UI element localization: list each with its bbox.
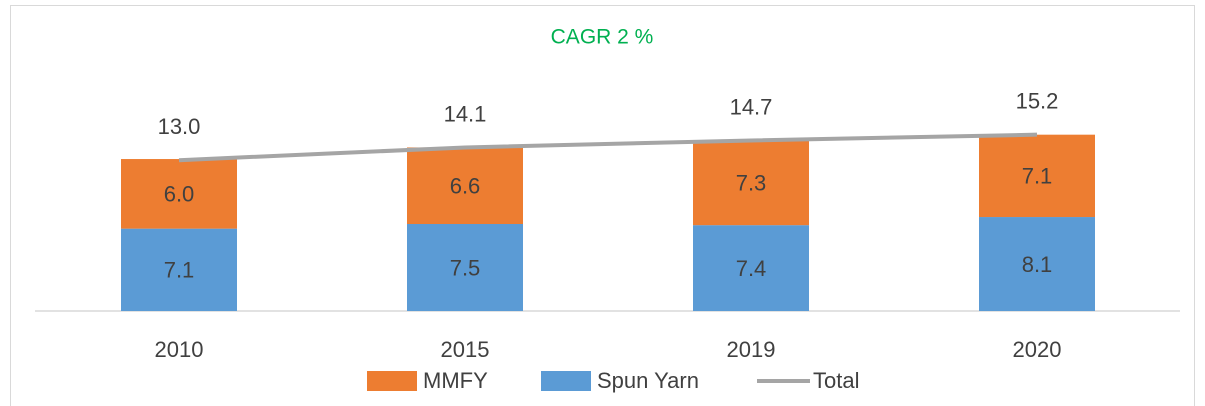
x-tick-label: 2019 [727,337,776,362]
legend-swatch [367,371,417,391]
bar-segment [979,217,1095,311]
value-label: 7.5 [450,255,481,280]
total-label: 14.7 [730,94,773,119]
bar-segment [407,147,523,224]
value-label: 6.6 [450,174,481,199]
legend-label: MMFY [423,368,488,393]
legend-swatch [541,371,591,391]
value-label: 7.4 [736,256,767,281]
bar-segment [121,159,237,229]
bar-segment [979,134,1095,218]
x-tick-label: 2015 [441,337,490,362]
total-label: 13.0 [158,114,201,139]
legend-label: Total [813,368,859,393]
bar-segment [407,224,523,311]
bar-segment [121,228,237,311]
bar-segment [693,225,809,311]
value-label: 7.1 [164,258,195,283]
bar-segment [693,140,809,226]
annotation: CAGR 2 % [551,26,654,49]
total-label: 15.2 [1016,88,1059,113]
value-label: 7.1 [1022,164,1053,189]
legend-label: Spun Yarn [597,368,699,393]
value-label: 8.1 [1022,252,1053,277]
total-label: 14.1 [444,101,487,126]
chart-border [10,5,1195,406]
value-label: 6.0 [164,182,195,207]
x-tick-label: 2010 [155,337,204,362]
value-label: 7.3 [736,171,767,196]
x-tick-label: 2020 [1013,337,1062,362]
total-line [178,132,1038,163]
